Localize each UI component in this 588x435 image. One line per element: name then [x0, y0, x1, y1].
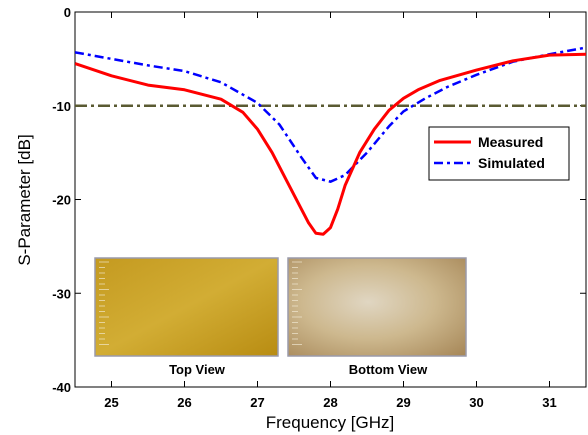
y-tick-label: -40 [52, 380, 71, 395]
inset-photo-bottom-view: Bottom View [287, 257, 467, 377]
x-tick-label: 27 [250, 395, 264, 410]
legend-label-simulated: Simulated [478, 155, 545, 171]
legend: Measured Simulated [428, 126, 570, 181]
inset-photo-top-view: Top View [94, 257, 279, 377]
measured-series-line [75, 52, 586, 236]
x-tick-label: 25 [104, 395, 118, 410]
simulated-series-line [75, 46, 586, 183]
y-tick-label: -10 [52, 99, 71, 114]
bottom-view-photo [287, 257, 467, 357]
y-tick-label: -20 [52, 193, 71, 208]
bottom-view-ruler [292, 261, 302, 345]
legend-box [428, 126, 570, 181]
x-tick-label: 26 [177, 395, 191, 410]
tick-labels: 25 26 27 28 29 30 31 0 -10 -20 -30 -40 [52, 5, 557, 410]
x-tick-label: 28 [323, 395, 337, 410]
y-axis-label: S-Parameter [dB] [15, 134, 34, 265]
x-tick-label: 30 [469, 395, 483, 410]
legend-label-measured: Measured [478, 134, 543, 150]
y-tick-label: -30 [52, 286, 71, 301]
bottom-view-caption: Bottom View [349, 362, 428, 377]
top-view-caption: Top View [169, 362, 226, 377]
top-view-ruler [99, 261, 109, 345]
y-tick-label: 0 [64, 5, 71, 20]
x-tick-label: 29 [396, 395, 410, 410]
top-view-photo [94, 257, 279, 357]
x-tick-label: 31 [542, 395, 556, 410]
x-axis-label: Frequency [GHz] [266, 413, 395, 432]
